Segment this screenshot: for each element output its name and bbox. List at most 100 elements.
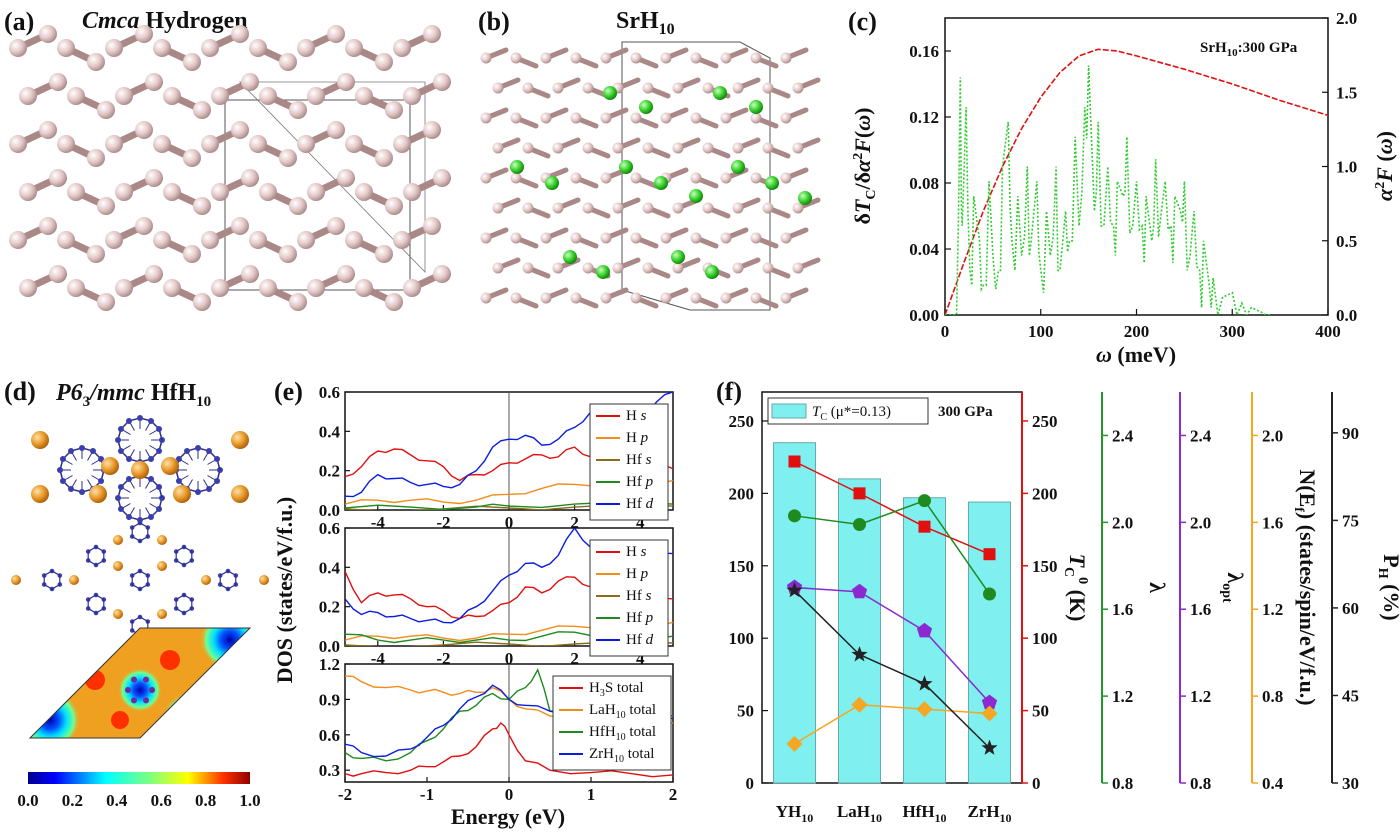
hydrogen-atom: [552, 262, 564, 274]
colorbar-tick-label: 0.2: [62, 791, 83, 810]
hydrogen-atom: [510, 112, 522, 124]
hydrogen-atom: [307, 87, 325, 105]
legend-label: Hf d: [626, 496, 654, 512]
marker-pentagon: [981, 694, 998, 710]
legend-box: [589, 539, 669, 657]
unit-cell-back: [239, 81, 426, 273]
hydrogen-atom: [148, 456, 154, 463]
x-tick-label: 2: [570, 649, 579, 668]
hydrogen-atom: [49, 265, 67, 283]
hafnium-atom: [89, 485, 107, 503]
hydrogen-atom: [720, 232, 732, 244]
hydrogen-atom: [630, 112, 642, 124]
hydrogen-atom: [39, 217, 57, 235]
hydrogen-atom: [522, 262, 534, 274]
hydrogen-atom: [117, 426, 124, 432]
y-tick-label-left: 0.12: [909, 108, 939, 127]
legend-label-orbital: p: [645, 610, 654, 626]
h-ring: [131, 522, 149, 542]
hydrogen-atom: [582, 142, 594, 154]
marker-star: [786, 581, 803, 598]
hafnium-atom: [157, 609, 167, 619]
hydrogen-atom: [355, 183, 373, 201]
hafnium-atom: [11, 575, 21, 585]
hydrogen-atom: [39, 25, 57, 43]
axis-title-sub: f: [1291, 507, 1306, 512]
panel-a-title: Cmca Hydrogen: [82, 8, 248, 34]
hydrogen-atom: [57, 39, 75, 57]
legend-label-sub: C: [820, 412, 827, 423]
panel-e-xlabel: Energy (eV): [451, 804, 565, 829]
axis-title-rest: (%): [1379, 579, 1400, 621]
hydrogen-atom: [59, 456, 66, 462]
legend-label-rest: S total: [605, 680, 644, 696]
x-tick-label: 1: [587, 785, 596, 804]
axis-title: λ: [1145, 582, 1170, 593]
hydrogen-atom: [67, 183, 85, 201]
series-line: [794, 499, 991, 595]
legend-label: H3S total: [589, 680, 644, 699]
hydrogen-atom: [522, 202, 534, 214]
category-label-main: LaH: [837, 802, 870, 821]
elf-high-region: [160, 650, 180, 670]
marker-circle: [918, 494, 931, 508]
category-label-sub: 10: [1000, 811, 1012, 825]
hydrogen-atom: [79, 445, 85, 451]
hydrogen-atom: [156, 448, 163, 454]
panel-c-annotation: SrH10:300 GPa: [1200, 40, 1298, 59]
hafnium-atom: [101, 457, 119, 475]
hydrogen-atom: [184, 447, 190, 454]
hydrogen-atom: [492, 142, 504, 154]
elf-low-region: [78, 628, 122, 662]
hydrogen-atom: [126, 456, 132, 463]
hydrogen-atom: [480, 292, 492, 304]
hydrogen-atom: [19, 87, 37, 105]
hydrogen-atom: [97, 293, 115, 311]
hydrogen-atom: [480, 232, 492, 244]
hydrogen-atom: [582, 82, 594, 94]
hydrogen-atom: [143, 697, 149, 704]
axis-tick-label: 0.8: [1262, 687, 1283, 706]
hydrogen-atom: [68, 486, 74, 493]
hydrogen-atom: [57, 467, 63, 473]
hydrogen-atom: [792, 262, 804, 274]
hydrogen-atom: [393, 135, 411, 153]
legend-label: H s: [626, 408, 647, 424]
x-tick-label: 4: [636, 513, 645, 532]
x-tick-label: 0: [941, 322, 950, 341]
hydrogen-atom: [552, 82, 564, 94]
hydrogen-atom: [385, 101, 403, 119]
hydrogen-atom: [297, 135, 315, 153]
hydrogen-atom: [126, 475, 132, 482]
hydrogen-atom: [600, 52, 612, 64]
h-ring: [43, 570, 61, 590]
hydrogen-atom: [117, 484, 124, 490]
legend-label-rest: total: [626, 724, 656, 740]
axis-title-sub: C: [1061, 567, 1076, 577]
hydrogen-atom: [345, 135, 363, 153]
hydrogen-atom: [480, 52, 492, 64]
hydrogen-atom: [570, 232, 582, 244]
elf-map-clip: [30, 628, 250, 738]
hydrogen-atom: [630, 52, 642, 64]
hydrogen-atom: [231, 25, 249, 43]
hydrogen-atom: [206, 447, 212, 454]
legend-label-main: Hf: [626, 610, 646, 626]
marker-circle: [788, 509, 801, 523]
axis-nef: 0.4 0.8 1.2 1.6 2.0 N(Ef) (states/spin/eV/f.u…: [1251, 392, 1320, 793]
hydrogen-atom: [337, 169, 355, 187]
legend-label: Hf p: [626, 474, 654, 490]
hydrogen-atom: [231, 217, 249, 235]
marker-pentagon: [916, 622, 933, 638]
hydrogen-atom: [433, 169, 451, 187]
axis-title-sup: 0: [1075, 577, 1090, 584]
legend-box: [589, 403, 669, 521]
hydrogen-atom: [630, 292, 642, 304]
legend-label-orbital: s: [646, 588, 652, 604]
panel-c-label: (c): [848, 7, 877, 36]
hydrogen-atom: [630, 172, 642, 184]
legend-label: Hf p: [626, 610, 654, 626]
elf-low-region: [200, 628, 250, 670]
hydrogen-atom: [690, 52, 702, 64]
hydrogen-atom: [105, 39, 123, 57]
